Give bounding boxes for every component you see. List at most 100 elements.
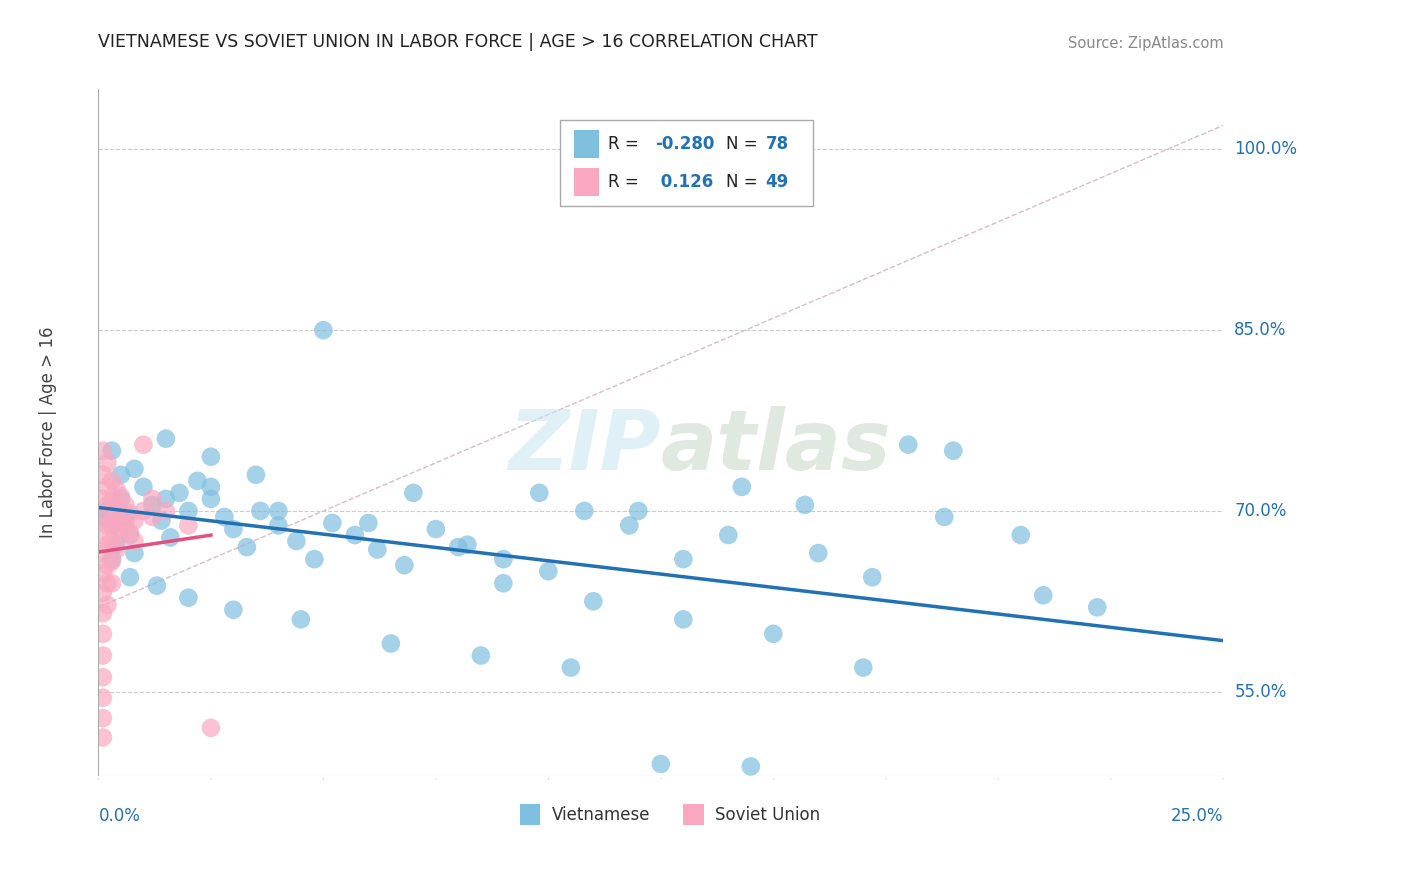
Point [132,438,155,452]
Point [101,534,124,549]
Point [762,627,785,641]
Point [114,498,136,512]
Point [304,552,326,566]
Point [96,456,118,470]
Point [807,546,830,560]
Point [96,538,118,552]
Point [114,518,136,533]
Text: 100.0%: 100.0% [1234,140,1298,159]
Point [146,579,169,593]
Point [155,432,177,446]
Point [267,518,290,533]
Point [91,648,114,663]
Point [425,522,447,536]
Point [470,648,492,663]
Point [91,467,114,482]
Point [860,570,883,584]
Text: 70.0%: 70.0% [1234,502,1286,520]
Point [124,534,146,549]
Point [186,474,208,488]
Point [105,538,128,552]
Point [290,612,312,626]
Point [1122,793,1144,807]
Point [91,627,114,641]
Point [91,546,114,560]
Point [96,498,118,512]
Point [574,504,596,518]
Point [529,486,551,500]
Point [672,612,695,626]
Text: 0.126: 0.126 [655,173,713,191]
Point [132,504,155,518]
Point [101,514,124,528]
Point [91,586,114,600]
Point [402,486,425,500]
Point [236,540,259,554]
Point [105,542,128,557]
Point [214,510,236,524]
Point [91,528,114,542]
Point [582,594,605,608]
Point [222,603,245,617]
Point [91,670,114,684]
Point [321,516,343,530]
Point [249,504,271,518]
Point [132,480,155,494]
Point [118,570,141,584]
Point [357,516,380,530]
Point [627,504,650,518]
Point [110,490,132,504]
Point [343,528,366,542]
Point [141,498,163,512]
Point [312,323,335,337]
FancyBboxPatch shape [683,804,703,825]
FancyBboxPatch shape [520,804,540,825]
Point [141,510,163,524]
Point [366,542,388,557]
Point [91,566,114,581]
Text: N =: N = [725,136,763,153]
Point [114,510,136,524]
Point [1085,600,1108,615]
Point [942,443,965,458]
Point [110,528,132,542]
Point [200,721,222,735]
Point [155,504,177,518]
Point [91,711,114,725]
Point [118,525,141,540]
Point [200,491,222,506]
Point [96,576,118,591]
Point [177,591,200,605]
Point [200,450,222,464]
Text: 0.0%: 0.0% [98,806,141,824]
Point [110,510,132,524]
Point [101,555,124,569]
Point [155,491,177,506]
Text: atlas: atlas [661,406,891,487]
Point [101,494,124,508]
Point [537,564,560,578]
Point [101,552,124,566]
Point [96,598,118,612]
Point [91,491,114,506]
Point [267,504,290,518]
Point [456,538,478,552]
Point [934,510,956,524]
Point [124,546,146,560]
FancyBboxPatch shape [574,169,599,195]
Point [124,462,146,476]
Point [159,531,181,545]
Point [169,486,191,500]
Text: R =: R = [607,173,644,191]
Point [650,756,672,771]
Text: R =: R = [607,136,644,153]
Point [96,558,118,573]
Text: 55.0%: 55.0% [1234,682,1286,701]
Text: Soviet Union: Soviet Union [714,805,820,823]
Point [150,514,173,528]
Point [91,510,114,524]
Text: 25.0%: 25.0% [1171,806,1223,824]
Point [110,467,132,482]
Point [200,480,222,494]
Point [101,576,124,591]
